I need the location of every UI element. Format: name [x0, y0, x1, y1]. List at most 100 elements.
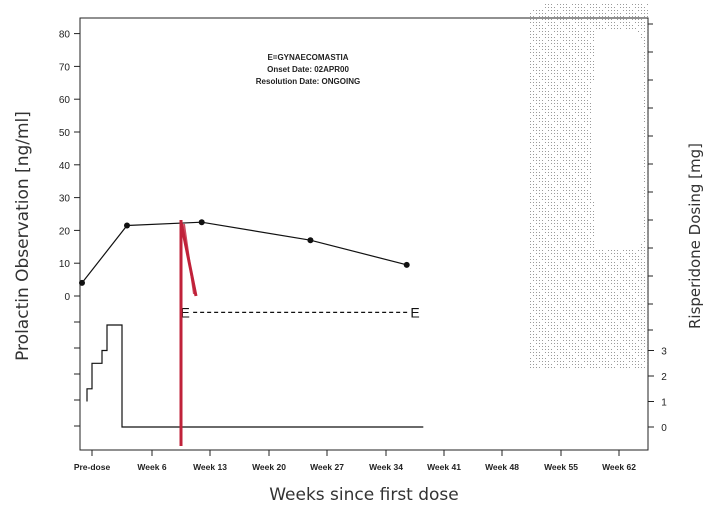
stipple-dot: [572, 256, 573, 257]
stipple-dot: [536, 64, 537, 65]
stipple-dot: [560, 202, 561, 203]
stipple-dot: [569, 202, 570, 203]
stipple-dot: [587, 49, 588, 50]
prolactin-point: [124, 222, 130, 229]
stipple-dot: [560, 298, 561, 299]
stipple-dot: [608, 304, 609, 305]
stipple-dot: [566, 37, 567, 38]
stipple-dot: [593, 67, 594, 68]
stipple-dot: [560, 196, 561, 197]
stipple-dot: [593, 214, 594, 215]
stipple-dot: [548, 205, 549, 206]
stipple-dot: [566, 55, 567, 56]
stipple-dot: [623, 361, 624, 362]
stipple-dot: [569, 217, 570, 218]
stipple-dot: [590, 34, 591, 35]
stipple-dot: [590, 124, 591, 125]
stipple-dot: [566, 352, 567, 353]
stipple-dot: [572, 10, 573, 11]
stipple-dot: [539, 292, 540, 293]
stipple-dot: [530, 223, 531, 224]
stipple-dot: [620, 343, 621, 344]
stipple-dot: [593, 361, 594, 362]
stipple-dot: [599, 253, 600, 254]
stipple-dot: [614, 295, 615, 296]
stipple-dot: [593, 220, 594, 221]
stipple-dot: [593, 61, 594, 62]
stipple-dot: [539, 322, 540, 323]
stipple-dot: [641, 337, 642, 338]
stipple-dot: [614, 298, 615, 299]
stipple-dot: [533, 157, 534, 158]
stipple-dot: [581, 310, 582, 311]
stipple-dot: [647, 181, 648, 182]
stipple-dot: [578, 361, 579, 362]
stipple-dot: [644, 106, 645, 107]
stipple-dot: [581, 205, 582, 206]
stipple-dot: [557, 256, 558, 257]
stipple-dot: [569, 322, 570, 323]
stipple-dot: [611, 313, 612, 314]
stipple-dot: [533, 85, 534, 86]
stipple-dot: [548, 7, 549, 8]
stipple-dot: [644, 355, 645, 356]
stipple-dot: [572, 31, 573, 32]
stipple-dot: [545, 73, 546, 74]
stipple-dot: [542, 250, 543, 251]
stipple-dot: [596, 259, 597, 260]
stipple-dot: [536, 259, 537, 260]
stipple-dot: [632, 265, 633, 266]
stipple-dot: [557, 34, 558, 35]
stipple-dot: [638, 364, 639, 365]
stipple-dot: [602, 10, 603, 11]
stipple-dot: [554, 322, 555, 323]
stipple-dot: [647, 301, 648, 302]
stipple-dot: [644, 232, 645, 233]
stipple-dot: [554, 187, 555, 188]
stipple-dot: [581, 247, 582, 248]
stipple-dot: [590, 259, 591, 260]
stipple-dot: [560, 82, 561, 83]
stipple-dot: [608, 4, 609, 5]
stipple-dot: [563, 22, 564, 23]
stipple-dot: [635, 337, 636, 338]
stipple-dot: [590, 223, 591, 224]
stipple-dot: [575, 346, 576, 347]
stipple-dot: [545, 298, 546, 299]
stipple-dot: [557, 193, 558, 194]
stipple-dot: [539, 106, 540, 107]
stipple-dot: [566, 184, 567, 185]
stipple-dot: [554, 163, 555, 164]
stipple-dot: [626, 322, 627, 323]
stipple-dot: [554, 301, 555, 302]
stipple-dot: [575, 349, 576, 350]
stipple-dot: [575, 307, 576, 308]
stipple-dot: [548, 199, 549, 200]
stipple-dot: [560, 58, 561, 59]
stipple-dot: [560, 214, 561, 215]
stipple-dot: [566, 217, 567, 218]
stipple-dot: [584, 106, 585, 107]
stipple-dot: [569, 145, 570, 146]
stipple-dot: [596, 328, 597, 329]
stipple-dot: [548, 136, 549, 137]
stipple-dot: [536, 85, 537, 86]
stipple-dot: [545, 214, 546, 215]
stipple-dot: [575, 136, 576, 137]
stipple-dot: [539, 58, 540, 59]
stipple-dot: [593, 247, 594, 248]
stipple-dot: [533, 160, 534, 161]
stipple-dot: [548, 169, 549, 170]
stipple-dot: [569, 22, 570, 23]
stipple-dot: [647, 58, 648, 59]
stipple-dot: [617, 313, 618, 314]
stipple-dot: [623, 274, 624, 275]
stipple-dot: [647, 28, 648, 29]
stipple-dot: [566, 163, 567, 164]
stipple-dot: [536, 343, 537, 344]
stipple-dot: [611, 343, 612, 344]
stipple-dot: [614, 271, 615, 272]
stipple-dot: [584, 313, 585, 314]
stipple-dot: [596, 355, 597, 356]
stipple-dot: [638, 304, 639, 305]
